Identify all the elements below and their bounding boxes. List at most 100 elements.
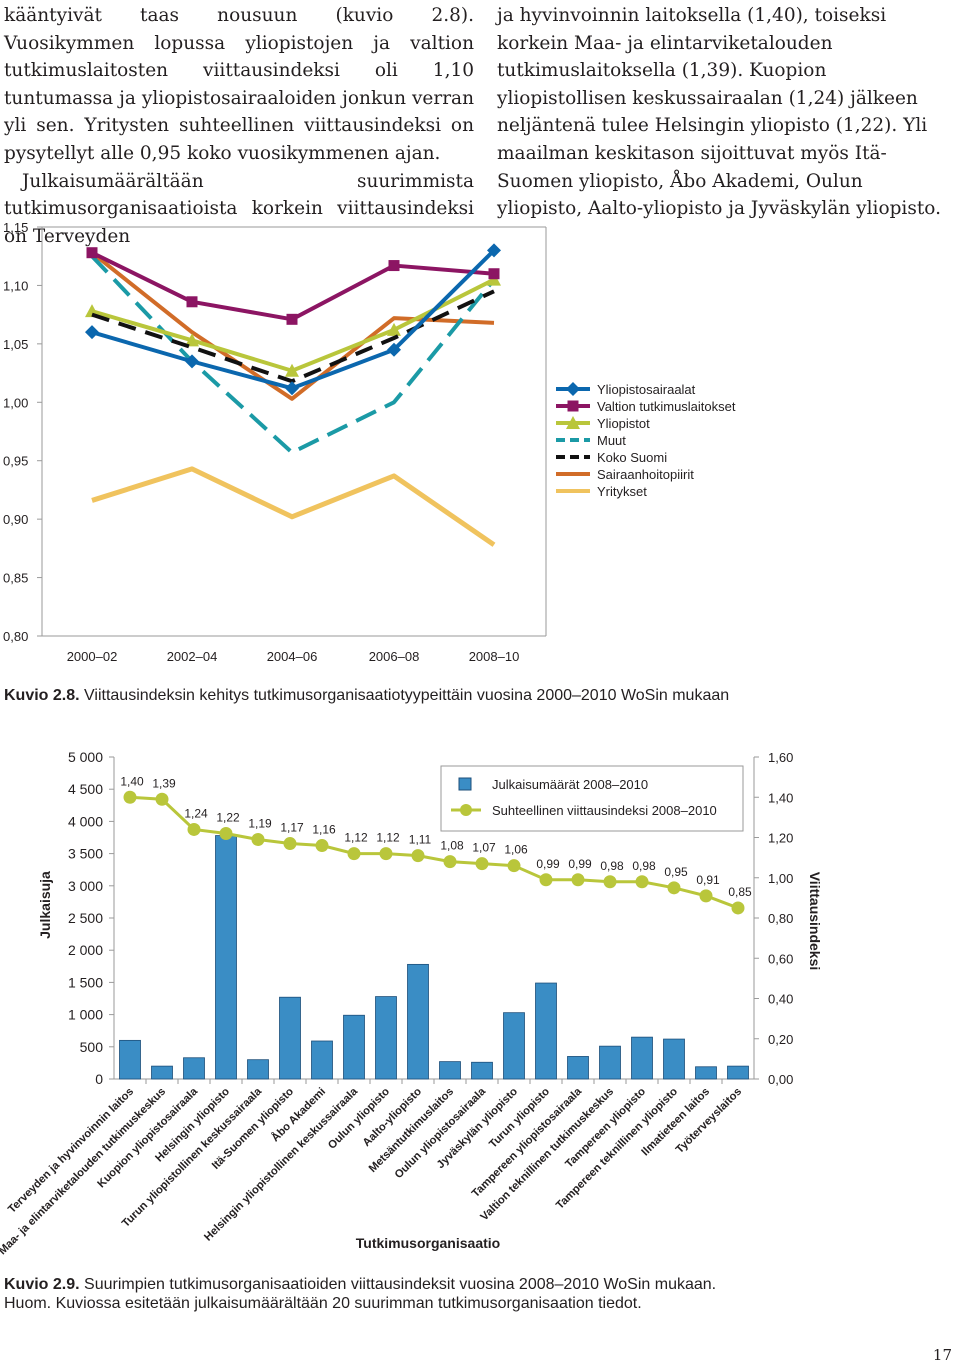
chart-axes: 0,80 0,85 0,90 0,95 1,00 1,05 1,10 1,15 2000–02 2…: [3, 220, 547, 664]
data-point: [186, 296, 198, 308]
legend-swatch-bars: [458, 777, 472, 791]
y-tick-label: 500: [80, 1039, 104, 1055]
bar: [247, 1059, 269, 1080]
data-point: [155, 792, 169, 806]
bar: [343, 1014, 365, 1080]
data-label: 0,85: [728, 885, 752, 899]
data-label: 0,95: [664, 865, 688, 879]
y-tick-label: 0,90: [3, 512, 28, 527]
bar: [695, 1066, 717, 1080]
legend-label: Yliopistosairaalat: [597, 382, 696, 397]
data-point: [86, 247, 98, 259]
y2-tick-label: 0,20: [768, 1032, 793, 1047]
data-point: [251, 833, 265, 847]
bar: [663, 1038, 685, 1080]
legend: Julkaisumäärät 2008–2010 Suhteellinen vii…: [440, 765, 744, 832]
data-label: 1,08: [440, 839, 464, 853]
series-line: [91, 466, 496, 547]
bar: [727, 1065, 749, 1080]
data-label: 1,12: [344, 831, 368, 845]
x-category-label: Terveyden ja hyvinvoinnin laitos: [6, 1086, 136, 1216]
bar-line-chart: 0 500 1 000 1 500 2 000 2 500 3 000 3 500 4 000 4…: [0, 749, 823, 1257]
y-tick-label: 1 000: [68, 1007, 103, 1023]
bar: [151, 1065, 173, 1080]
data-point: [635, 875, 649, 889]
paragraph-1: kääntyivät taas nousuun (kuvio 2.8). Vuo…: [4, 5, 474, 164]
data-label: 0,91: [696, 873, 720, 887]
y-tick-label: 0,80: [3, 629, 28, 644]
y-axis-title: Julkaisuja: [37, 871, 53, 939]
y-tick-label: 3 500: [68, 846, 103, 862]
data-point: [488, 268, 500, 280]
paragraph-3: ja hyvinvoinnin laitoksella (1,40), tois…: [497, 5, 941, 220]
bar: [439, 1061, 461, 1080]
legend-item: Yritykset: [556, 484, 647, 499]
data-label: 0,98: [600, 859, 624, 873]
y-tick-label: 1 500: [68, 974, 103, 990]
y-tick-label: 0,85: [3, 571, 28, 586]
x-tick-label: 2008–10: [469, 649, 520, 664]
data-label: 1,12: [376, 831, 400, 845]
series-line: [90, 251, 495, 401]
legend-box: [440, 765, 744, 832]
y-tick-label: 1,10: [3, 278, 28, 293]
legend-item: Muut: [556, 433, 626, 448]
data-point: [285, 363, 299, 377]
series-Valtion tutkimuslaitokset: [86, 247, 500, 325]
series-Yritykset: [91, 466, 496, 547]
y-tick-label: 2 000: [68, 942, 103, 958]
data-point: [347, 847, 361, 861]
x-tick-label: 2004–06: [267, 649, 318, 664]
legend-item: Yliopistosairaalat: [556, 382, 696, 397]
legend-label: Suhteellinen viittausindeksi 2008–2010: [492, 803, 717, 818]
x-category-label: Åbo Akademi: [269, 1085, 328, 1144]
x-tick-label: 2002–04: [167, 649, 218, 664]
legend-item: Yliopistot: [556, 416, 650, 431]
legend-marker: [460, 804, 472, 816]
data-label: 1,07: [472, 841, 496, 855]
series-Yliopistosairaalat: [85, 243, 501, 396]
bar: [183, 1057, 205, 1080]
y-tick-label: 3 000: [68, 878, 103, 894]
data-point: [443, 855, 457, 869]
bar: [311, 1040, 333, 1080]
bar: [407, 963, 429, 1080]
data-point: [699, 889, 713, 903]
data-label: 1,22: [216, 810, 240, 824]
text-column-left: kääntyivät taas nousuun (kuvio 2.8). Vuo…: [4, 2, 474, 250]
bar: [599, 1045, 621, 1080]
figure-caption-2-8: Kuvio 2.8. Viittausindeksin kehitys tutk…: [4, 686, 729, 705]
y2-axis-title: Viittausindeksi: [807, 872, 823, 971]
legend-marker: [566, 416, 580, 429]
data-point: [475, 857, 489, 871]
data-point: [387, 342, 401, 357]
data-point: [487, 243, 501, 258]
legend-item: Sairaanhoitopiirit: [556, 467, 694, 482]
data-label: 0,98: [632, 859, 656, 873]
data-point: [388, 260, 400, 272]
data-point: [123, 790, 137, 804]
bar: [567, 1056, 589, 1080]
caption-label: Kuvio 2.9.: [4, 1276, 80, 1293]
text-column-right: ja hyvinvoinnin laitoksella (1,40), tois…: [497, 2, 949, 223]
bar: [279, 996, 301, 1080]
y-tick-label: 1,00: [3, 395, 28, 410]
data-point: [507, 859, 521, 873]
figure-caption-2-9: Kuvio 2.9. Suurimpien tutkimusorganisaat…: [4, 1275, 716, 1313]
x-axis-title: Tutkimusorganisaatio: [356, 1235, 500, 1251]
data-point: [315, 839, 329, 853]
data-point: [283, 837, 297, 851]
data-point: [286, 313, 298, 325]
line-chart: 0,80 0,85 0,90 0,95 1,00 1,05 1,10 1,15 2000–02 2…: [3, 220, 736, 664]
data-label: 1,17: [280, 821, 304, 835]
bar: [535, 982, 557, 1080]
data-point: [731, 901, 745, 915]
y2-tick-label: 1,20: [768, 831, 793, 846]
legend-marker: [567, 400, 579, 412]
series-Sairaanhoitopiirit: [90, 251, 495, 401]
y-tick-label: 0,95: [3, 454, 28, 469]
y2-tick-label: 0,80: [768, 911, 793, 926]
data-label: 1,24: [184, 806, 208, 820]
data-label: 1,19: [248, 817, 272, 831]
index-line: 1,40 1,39 1,24 1,22 1,19 1,17 1,16 1,12 1,12 1,11…: [120, 774, 752, 915]
